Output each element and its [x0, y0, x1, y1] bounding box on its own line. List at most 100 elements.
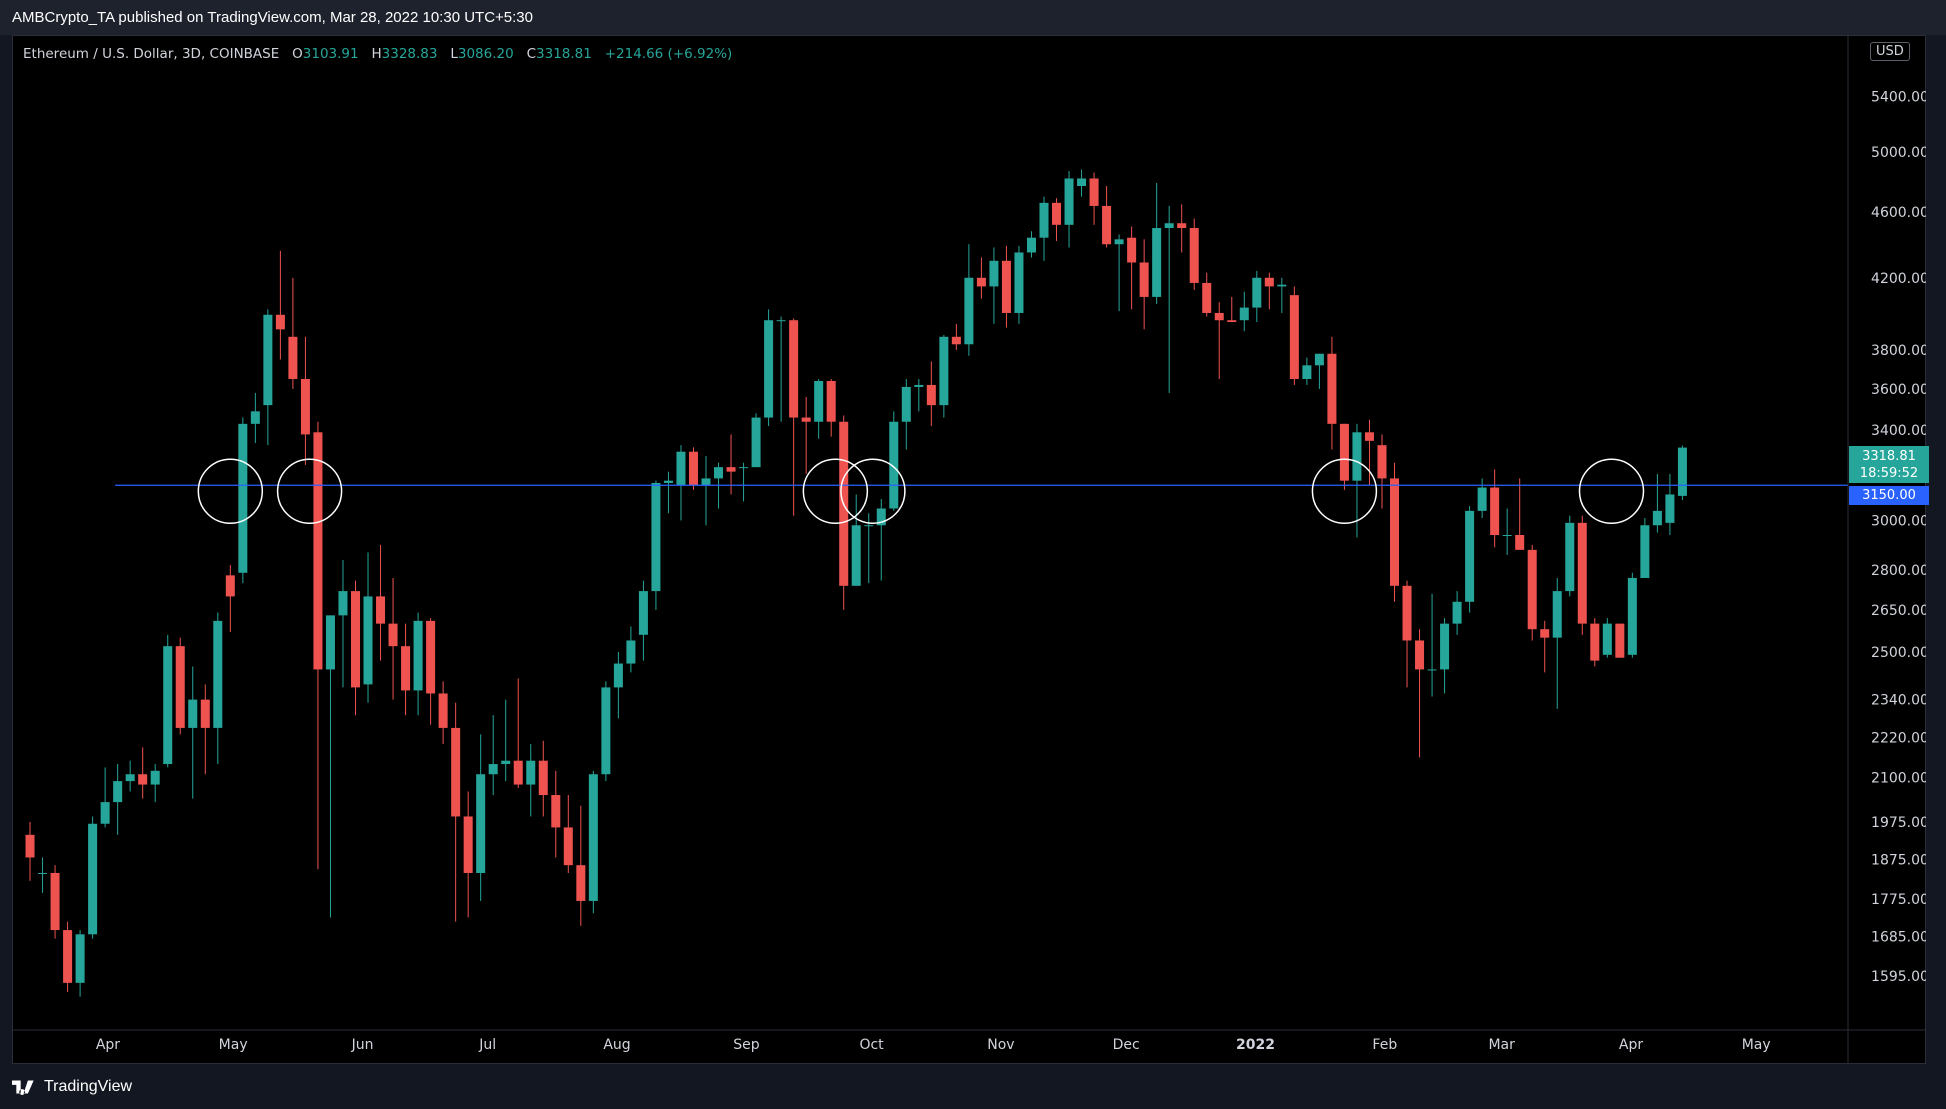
price-tick-label: 1685.00 [1871, 929, 1926, 945]
candle-body [726, 467, 736, 472]
candle-body [163, 646, 173, 765]
candle-body [1364, 432, 1374, 441]
level-price-label: 3150.00 [1862, 488, 1916, 503]
candle-body [739, 467, 749, 469]
candle-body [1665, 494, 1675, 523]
price-tick-label: 5000.00 [1871, 145, 1926, 161]
candle-body [1114, 239, 1124, 245]
price-tick-label: 4200.00 [1871, 271, 1926, 287]
candle-body [601, 687, 611, 775]
time-tick-label: Jul [478, 1037, 496, 1053]
candle-body [263, 314, 273, 406]
candle-body [138, 774, 148, 785]
chart-area[interactable] [12, 35, 1926, 1064]
candle-body [300, 379, 310, 435]
candle-body [1352, 432, 1362, 481]
candle-body [626, 640, 636, 664]
candle-body [964, 277, 974, 345]
candle-body [576, 865, 586, 901]
candle-body [1039, 202, 1049, 238]
candle-body [75, 934, 85, 983]
candle-body [814, 380, 824, 422]
candle-body [701, 478, 711, 486]
candle-body [1390, 478, 1400, 586]
candlestick-chart[interactable]: 5400.00 5000.00 4600.00 4200.00 3800.00 3600.… [12, 35, 1926, 1064]
candle-body [88, 823, 98, 935]
candle-body [1252, 277, 1262, 308]
time-tick-label: 2022 [1236, 1037, 1275, 1053]
candle-body [1164, 223, 1174, 229]
candle-body [876, 508, 886, 526]
candle-body [688, 451, 698, 486]
candle-body [426, 620, 436, 694]
candle-body [1202, 282, 1212, 313]
candle-body [789, 320, 799, 418]
candle-body [1277, 284, 1287, 287]
candle-body [463, 816, 473, 873]
high-label: H [371, 46, 382, 62]
price-tick-label: 2500.00 [1871, 645, 1926, 661]
candle-body [1502, 535, 1512, 537]
candle-body [1527, 549, 1537, 630]
currency-button[interactable]: USD [1870, 42, 1910, 61]
candle-body [175, 646, 185, 728]
candle-body [200, 699, 210, 728]
candle-body [1677, 447, 1687, 496]
time-tick-label: Jun [351, 1037, 374, 1053]
candle-body [1490, 487, 1500, 536]
tradingview-brand[interactable]: TradingView [12, 1078, 132, 1096]
time-tick-label: Sep [733, 1037, 760, 1053]
candle-body [238, 423, 248, 573]
candle-body [1001, 260, 1011, 313]
price-tick-label: 3600.00 [1871, 382, 1926, 398]
time-tick-label: Apr [96, 1037, 120, 1053]
price-tick-label: 1975.00 [1871, 815, 1926, 831]
candle-body [1615, 623, 1625, 658]
candle-body [1577, 522, 1587, 624]
candle-body [275, 314, 285, 330]
time-tick-label: Nov [987, 1037, 1014, 1053]
candle-body [1227, 320, 1237, 323]
close-value: 3318.81 [536, 46, 592, 62]
candle-body [150, 770, 160, 785]
price-tick-label: 5400.00 [1871, 90, 1926, 106]
highlight-circle [840, 458, 906, 524]
price-tick-label: 3800.00 [1871, 343, 1926, 359]
candle-body [1427, 669, 1437, 671]
candle-body [1214, 312, 1224, 321]
time-tick-label: Oct [859, 1037, 884, 1053]
candle-body [213, 620, 223, 728]
low-value: 3086.20 [457, 46, 514, 62]
candle-body [413, 620, 423, 691]
last-price-label: 3318.81 [1862, 449, 1916, 464]
circles-layer [197, 458, 1645, 524]
time-tick-label: May [219, 1037, 248, 1053]
candle-body [1415, 640, 1425, 670]
candle-body [63, 930, 73, 983]
candle-body [1152, 228, 1162, 297]
candle-body [188, 699, 198, 728]
price-tick-label: 4600.00 [1871, 205, 1926, 221]
candle-body [438, 693, 448, 728]
ohlc-legend: Ethereum / U.S. Dollar, 3D, COINBASE O31… [23, 46, 732, 62]
time-axis: Apr May Jun Jul Aug Sep Oct Nov Dec 2022 Feb Mar Apr… [12, 1029, 1926, 1053]
candle-body [38, 872, 48, 874]
candle-body [663, 480, 673, 483]
candle-body [801, 417, 811, 422]
candle-body [951, 336, 961, 345]
candle-body [864, 525, 874, 527]
candle-body [288, 336, 298, 380]
last-price-marker [1849, 446, 1929, 483]
symbol-label: Ethereum / U.S. Dollar, 3D, COINBASE [23, 46, 280, 62]
candle-body [1565, 522, 1575, 592]
candle-body [325, 615, 335, 670]
candle-body [1089, 178, 1099, 206]
candle-body [764, 320, 774, 418]
candle-body [851, 525, 861, 586]
time-tick-label: May [1742, 1037, 1771, 1053]
highlight-circle [276, 458, 343, 524]
candle-body [1627, 577, 1637, 655]
candle-body [563, 827, 573, 866]
candle-body [1052, 202, 1062, 225]
candle-body [125, 774, 135, 782]
